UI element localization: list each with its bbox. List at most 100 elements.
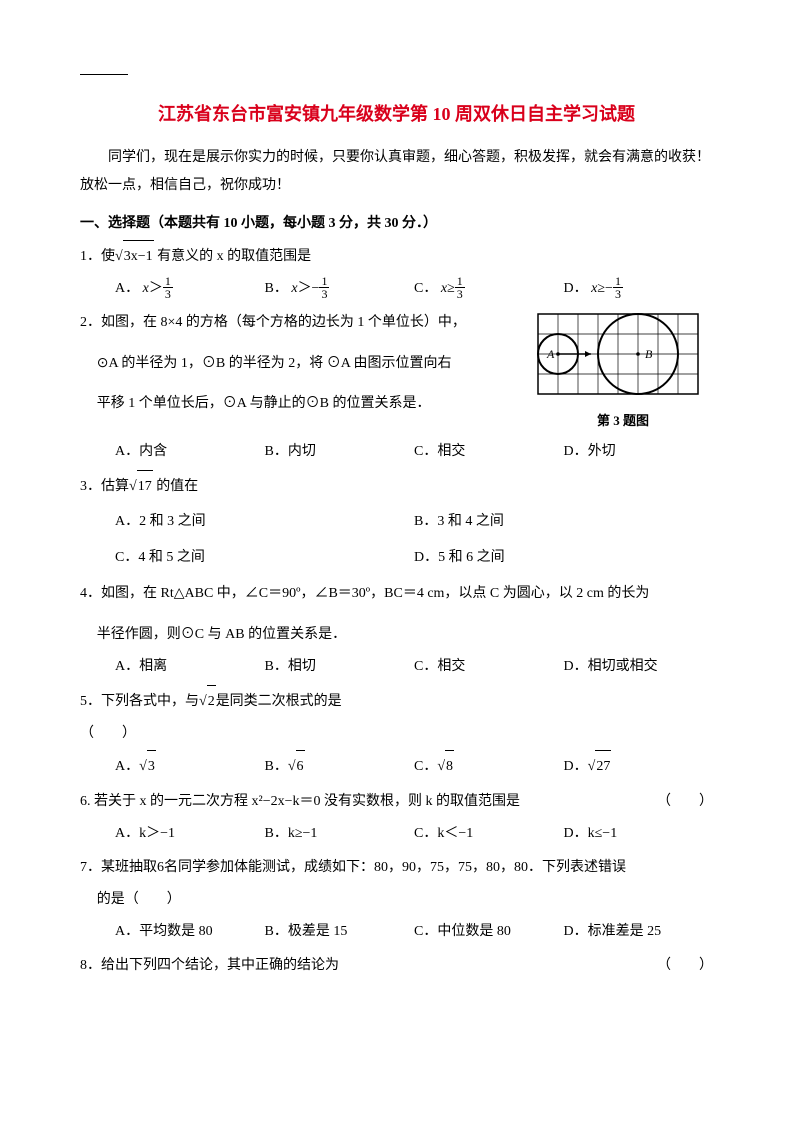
frac-den: 3 (319, 287, 329, 300)
q1-stem: 1．使3x−1 有意义的 x 的取值范围是 (80, 240, 713, 273)
figure-caption: 第 3 题图 (533, 406, 713, 436)
q7-line2: 的是（ ） (97, 884, 713, 916)
q4-option-c: C．相交 (414, 651, 564, 683)
q7-options: A．平均数是 80 B．极差是 15 C．中位数是 80 D．标准差是 25 (115, 916, 713, 948)
q5-stem-post: 是同类二次根式的是 (216, 694, 342, 709)
q1-stem-pre: 1．使 (80, 249, 115, 264)
q5-option-d: D． 27 (564, 750, 714, 783)
opt-label: A． (115, 759, 139, 774)
section-1-heading: 一、选择题（本题共有 10 小题，每小题 3 分，共 30 分．） (80, 210, 713, 238)
svg-text:B: B (645, 347, 653, 361)
q7-option-d: D．标准差是 25 (564, 916, 714, 948)
q3-option-c: C．4 和 5 之间 (115, 540, 414, 576)
q7-line1: 7．某班抽取6名同学参加体能测试，成绩如下：80，90，75，75，80，80．… (80, 852, 713, 884)
q1-option-d: D． x≥−13 (564, 273, 714, 305)
q6-option-c: C．k＜−1 (414, 818, 564, 850)
opt-label: C． (414, 759, 437, 774)
top-rule (80, 74, 128, 75)
q7-option-b: B．极差是 15 (265, 916, 415, 948)
q6-options: A．k＞−1 B．k≥−1 C．k＜−1 D．k≤−1 (115, 818, 713, 850)
q3-stem: 3．估算 17 的值在 (80, 470, 713, 503)
question-6: 6. 若关于 x 的一元二次方程 x²−2x−k＝0 没有实数根，则 k 的取值… (80, 786, 713, 850)
q8-paren: （ ） (657, 950, 713, 982)
sqrt-icon: 3x−1 (115, 240, 154, 273)
opt-sqrt: 3 (147, 750, 156, 783)
q6-option-d: D．k≤−1 (564, 818, 714, 850)
intro-paragraph: 同学们，现在是展示你实力的时候，只要你认真审题，细心答题，积极发挥，就会有满意的… (80, 144, 713, 200)
q3-stem-pre: 3．估算 (80, 479, 129, 494)
q4-option-a: A．相离 (115, 651, 265, 683)
opt-op: ＞− (298, 281, 320, 296)
question-7: 7．某班抽取6名同学参加体能测试，成绩如下：80，90，75，75，80，80．… (80, 852, 713, 949)
fraction: 13 (163, 275, 173, 300)
q3-option-d: D．5 和 6 之间 (414, 540, 713, 576)
frac-num: 1 (613, 275, 623, 287)
q3-option-a: A．2 和 3 之间 (115, 504, 414, 540)
q3-sqrt: 17 (137, 470, 153, 503)
frac-den: 3 (613, 287, 623, 300)
question-4: 4．如图，在 Rt△ABC 中，∠C＝90º，∠B＝30º，BC＝4 cm，以点… (80, 578, 713, 683)
question-8: 8．给出下列四个结论，其中正确的结论为 （ ） (80, 950, 713, 982)
q5-stem-pre: 5．下列各式中，与 (80, 694, 199, 709)
q4-line2: 半径作圆，则⊙C 与 AB 的位置关系是． (97, 619, 713, 651)
fraction: 13 (613, 275, 623, 300)
frac-den: 3 (163, 287, 173, 300)
frac-num: 1 (455, 275, 465, 287)
q5-option-b: B．6 (265, 750, 415, 783)
opt-op: ＞ (149, 281, 163, 296)
frac-num: 1 (319, 275, 329, 287)
q3-option-b: B．3 和 4 之间 (414, 504, 713, 540)
question-5: 5．下列各式中，与2是同类二次根式的是 （ ） A． 3 B．6 C． 8 D． 27 (80, 685, 713, 784)
q5-options: A． 3 B．6 C． 8 D． 27 (115, 750, 713, 783)
opt-label: B． (265, 281, 288, 296)
q2-figure: A B 第 3 题图 (533, 309, 713, 436)
q2-options: A．内含 B．内切 C．相交 D．外切 (115, 436, 713, 468)
q1-option-a: A． x＞13 (115, 273, 265, 305)
question-1: 1．使3x−1 有意义的 x 的取值范围是 A． x＞13 B． x＞−13 C… (80, 240, 713, 305)
opt-op: ≥ (447, 281, 455, 296)
q6-stem: 6. 若关于 x 的一元二次方程 x²−2x−k＝0 没有实数根，则 k 的取值… (80, 794, 520, 809)
sqrt-icon: 8 (437, 750, 454, 783)
fraction: 13 (319, 275, 329, 300)
circles-diagram: A B (533, 309, 708, 404)
q8-stem: 8．给出下列四个结论，其中正确的结论为 (80, 958, 339, 973)
opt-sqrt: 6 (296, 750, 305, 783)
q1-sqrt: 3x−1 (123, 240, 154, 273)
q4-line1: 4．如图，在 Rt△ABC 中，∠C＝90º，∠B＝30º，BC＝4 cm，以点… (80, 578, 713, 610)
q2-option-b: B．内切 (265, 436, 415, 468)
sqrt-icon: 6 (288, 750, 305, 783)
q2-option-d: D．外切 (564, 436, 714, 468)
q6-stem-line: 6. 若关于 x 的一元二次方程 x²−2x−k＝0 没有实数根，则 k 的取值… (80, 786, 713, 818)
opt-label: A． (115, 281, 139, 296)
q5-paren: （ ） (80, 718, 713, 750)
frac-num: 1 (163, 275, 173, 287)
q1-option-b: B． x＞−13 (265, 273, 415, 305)
sqrt-icon: 17 (129, 470, 153, 503)
q7-option-c: C．中位数是 80 (414, 916, 564, 948)
fraction: 13 (455, 275, 465, 300)
frac-den: 3 (455, 287, 465, 300)
question-3: 3．估算 17 的值在 A．2 和 3 之间 B．3 和 4 之间 C．4 和 5… (80, 470, 713, 576)
question-2: A B 第 3 题图 2．如图，在 8×4 的方格（每个方格的边长为 1 个单位… (80, 307, 713, 468)
q6-option-a: A．k＞−1 (115, 818, 265, 850)
opt-label: D． (564, 281, 588, 296)
q6-option-b: B．k≥−1 (265, 818, 415, 850)
sqrt-icon: 2 (199, 685, 216, 718)
opt-label: C． (414, 281, 437, 296)
q4-options: A．相离 B．相切 C．相交 D．相切或相交 (115, 651, 713, 683)
exam-page: 江苏省东台市富安镇九年级数学第 10 周双休日自主学习试题 同学们，现在是展示你… (0, 0, 793, 1122)
q1-option-c: C． x≥13 (414, 273, 564, 305)
opt-sqrt: 8 (445, 750, 454, 783)
q4-option-b: B．相切 (265, 651, 415, 683)
q5-option-a: A． 3 (115, 750, 265, 783)
opt-sqrt: 27 (595, 750, 611, 783)
opt-label: D． (564, 759, 588, 774)
sqrt-icon: 3 (139, 750, 156, 783)
q4-option-d: D．相切或相交 (564, 651, 714, 683)
opt-op: ≥− (597, 281, 613, 296)
q1-options: A． x＞13 B． x＞−13 C． x≥13 D． x≥−13 (115, 273, 713, 305)
svg-text:A: A (546, 347, 555, 361)
q2-option-c: C．相交 (414, 436, 564, 468)
q7-option-a: A．平均数是 80 (115, 916, 265, 948)
q3-stem-post: 的值在 (153, 479, 199, 494)
